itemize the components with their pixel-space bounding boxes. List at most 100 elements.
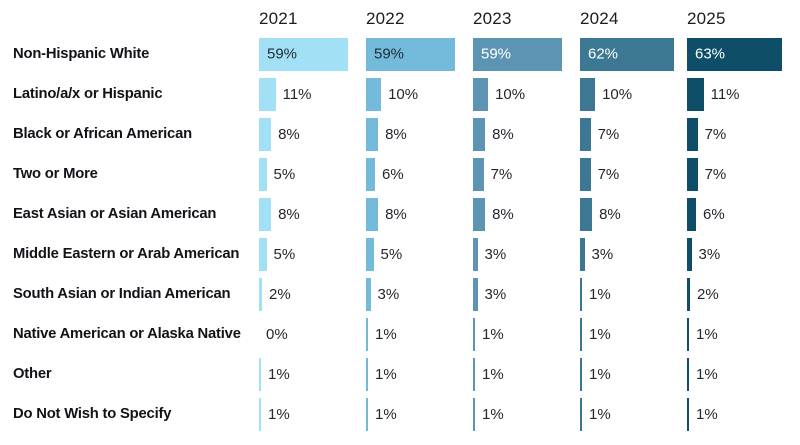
bar-cell-2025: 1% — [687, 317, 794, 351]
bar: 62% — [580, 37, 674, 71]
bar — [473, 277, 478, 311]
bar-cell-2022: 6% — [366, 157, 473, 191]
bar-value-label: 1% — [589, 405, 611, 423]
bar — [580, 77, 596, 111]
bar-value-label: 7% — [704, 165, 727, 183]
bar-value-label: 59% — [481, 45, 512, 63]
bar-cell-2024: 1% — [580, 397, 687, 431]
bar-cell-2025: 1% — [687, 397, 794, 431]
bar-cell-2023: 7% — [473, 157, 580, 191]
bar-cell-2022: 1% — [366, 397, 473, 431]
row-label: Do Not Wish to Specify — [13, 406, 172, 422]
bar-cell-2025: 7% — [687, 157, 794, 191]
bar-cell-2022: 8% — [366, 117, 473, 151]
row-label: Latino/a/x or Hispanic — [13, 86, 163, 102]
bar-value-label: 10% — [602, 85, 633, 103]
bar — [580, 397, 582, 431]
bar-cell-2022: 8% — [366, 197, 473, 231]
bar — [580, 117, 591, 151]
bar — [473, 317, 475, 351]
row-label: Black or African American — [13, 126, 192, 142]
bar — [259, 237, 267, 271]
bar-cell-2025: 11% — [687, 77, 794, 111]
bar-value-label: 11% — [710, 85, 740, 103]
bar-value-label: 8% — [278, 205, 300, 223]
bar: 63% — [687, 37, 783, 71]
bar-cell-2024: 1% — [580, 277, 687, 311]
bar — [259, 397, 261, 431]
bar-cell-2021: 11% — [259, 77, 366, 111]
row-label: Two or More — [13, 166, 98, 182]
bar — [366, 237, 374, 271]
row-label: Other — [13, 366, 52, 382]
bar — [259, 77, 276, 111]
bar-cell-2023: 3% — [473, 277, 580, 311]
bar-value-label: 62% — [588, 45, 619, 63]
bar-value-label: 1% — [589, 325, 611, 343]
chart-row: Black or African American 8% 8% 8% 7% 7% — [0, 114, 800, 154]
bar-cell-2021: 1% — [259, 357, 366, 391]
chart-row: Non-Hispanic White 59% 59% 59% 62% 63% — [0, 34, 800, 74]
bar-value-label: 1% — [482, 405, 504, 423]
bar-value-label: 3% — [377, 285, 400, 303]
bar-value-label: 6% — [382, 165, 404, 183]
bar-value-label: 3% — [484, 245, 507, 263]
bar-cell-2021: 59% — [259, 37, 366, 71]
chart-row: Two or More 5% 6% 7% 7% 7% — [0, 154, 800, 194]
bar-cell-2025: 3% — [687, 237, 794, 271]
bar-value-label: 1% — [589, 365, 611, 383]
bar — [473, 237, 478, 271]
bar-value-label: 6% — [703, 205, 725, 223]
bar-cell-2025: 63% — [687, 37, 794, 71]
chart-row: Latino/a/x or Hispanic 11% 10% 10% 10% 11% — [0, 74, 800, 114]
chart-row: Do Not Wish to Specify 1% 1% 1% 1% 1% — [0, 394, 800, 434]
bar-cell-2024: 1% — [580, 357, 687, 391]
bar-cell-2023: 8% — [473, 117, 580, 151]
bar-cell-2024: 62% — [580, 37, 687, 71]
bar — [473, 77, 489, 111]
bar-cell-2025: 6% — [687, 197, 794, 231]
bar-value-label: 59% — [267, 45, 298, 63]
bar-value-label: 1% — [696, 365, 718, 383]
bar-cell-2022: 10% — [366, 77, 473, 111]
bar — [687, 317, 689, 351]
bar-cell-2023: 1% — [473, 317, 580, 351]
bar-cell-2021: 8% — [259, 117, 366, 151]
chart-row: South Asian or Indian American 2% 3% 3% 1% 2% — [0, 274, 800, 314]
bar: 59% — [473, 37, 563, 71]
bar — [366, 197, 379, 231]
bar — [366, 157, 376, 191]
bar — [687, 277, 691, 311]
bar-cell-2023: 10% — [473, 77, 580, 111]
bar — [259, 277, 263, 311]
bar — [580, 277, 582, 311]
bar — [366, 117, 379, 151]
bar-cell-2023: 8% — [473, 197, 580, 231]
row-label: Native American or Alaska Native — [13, 326, 241, 342]
bar-value-label: 2% — [269, 285, 291, 303]
bar-cell-2024: 10% — [580, 77, 687, 111]
bar-value-label: 11% — [282, 85, 312, 103]
bar-value-label: 8% — [385, 205, 407, 223]
row-label: East Asian or Asian American — [13, 206, 217, 222]
row-label: Middle Eastern or Arab American — [13, 246, 240, 262]
bar-value-label: 1% — [375, 405, 397, 423]
bar-value-label: 7% — [704, 125, 727, 143]
bar-cell-2022: 5% — [366, 237, 473, 271]
bar — [580, 237, 585, 271]
bar — [687, 397, 689, 431]
bar-cell-2022: 59% — [366, 37, 473, 71]
year-header-2023: 2023 — [473, 9, 512, 28]
bar-cell-2025: 2% — [687, 277, 794, 311]
bar — [366, 77, 382, 111]
bar — [366, 317, 368, 351]
bar — [687, 197, 697, 231]
bar-cell-2024: 3% — [580, 237, 687, 271]
bar-cell-2021: 1% — [259, 397, 366, 431]
bar-value-label: 7% — [490, 165, 513, 183]
bar — [259, 157, 267, 191]
bar-value-label: 8% — [599, 205, 621, 223]
bar — [687, 237, 692, 271]
bar-value-label: 3% — [484, 285, 507, 303]
bar-cell-2025: 7% — [687, 117, 794, 151]
